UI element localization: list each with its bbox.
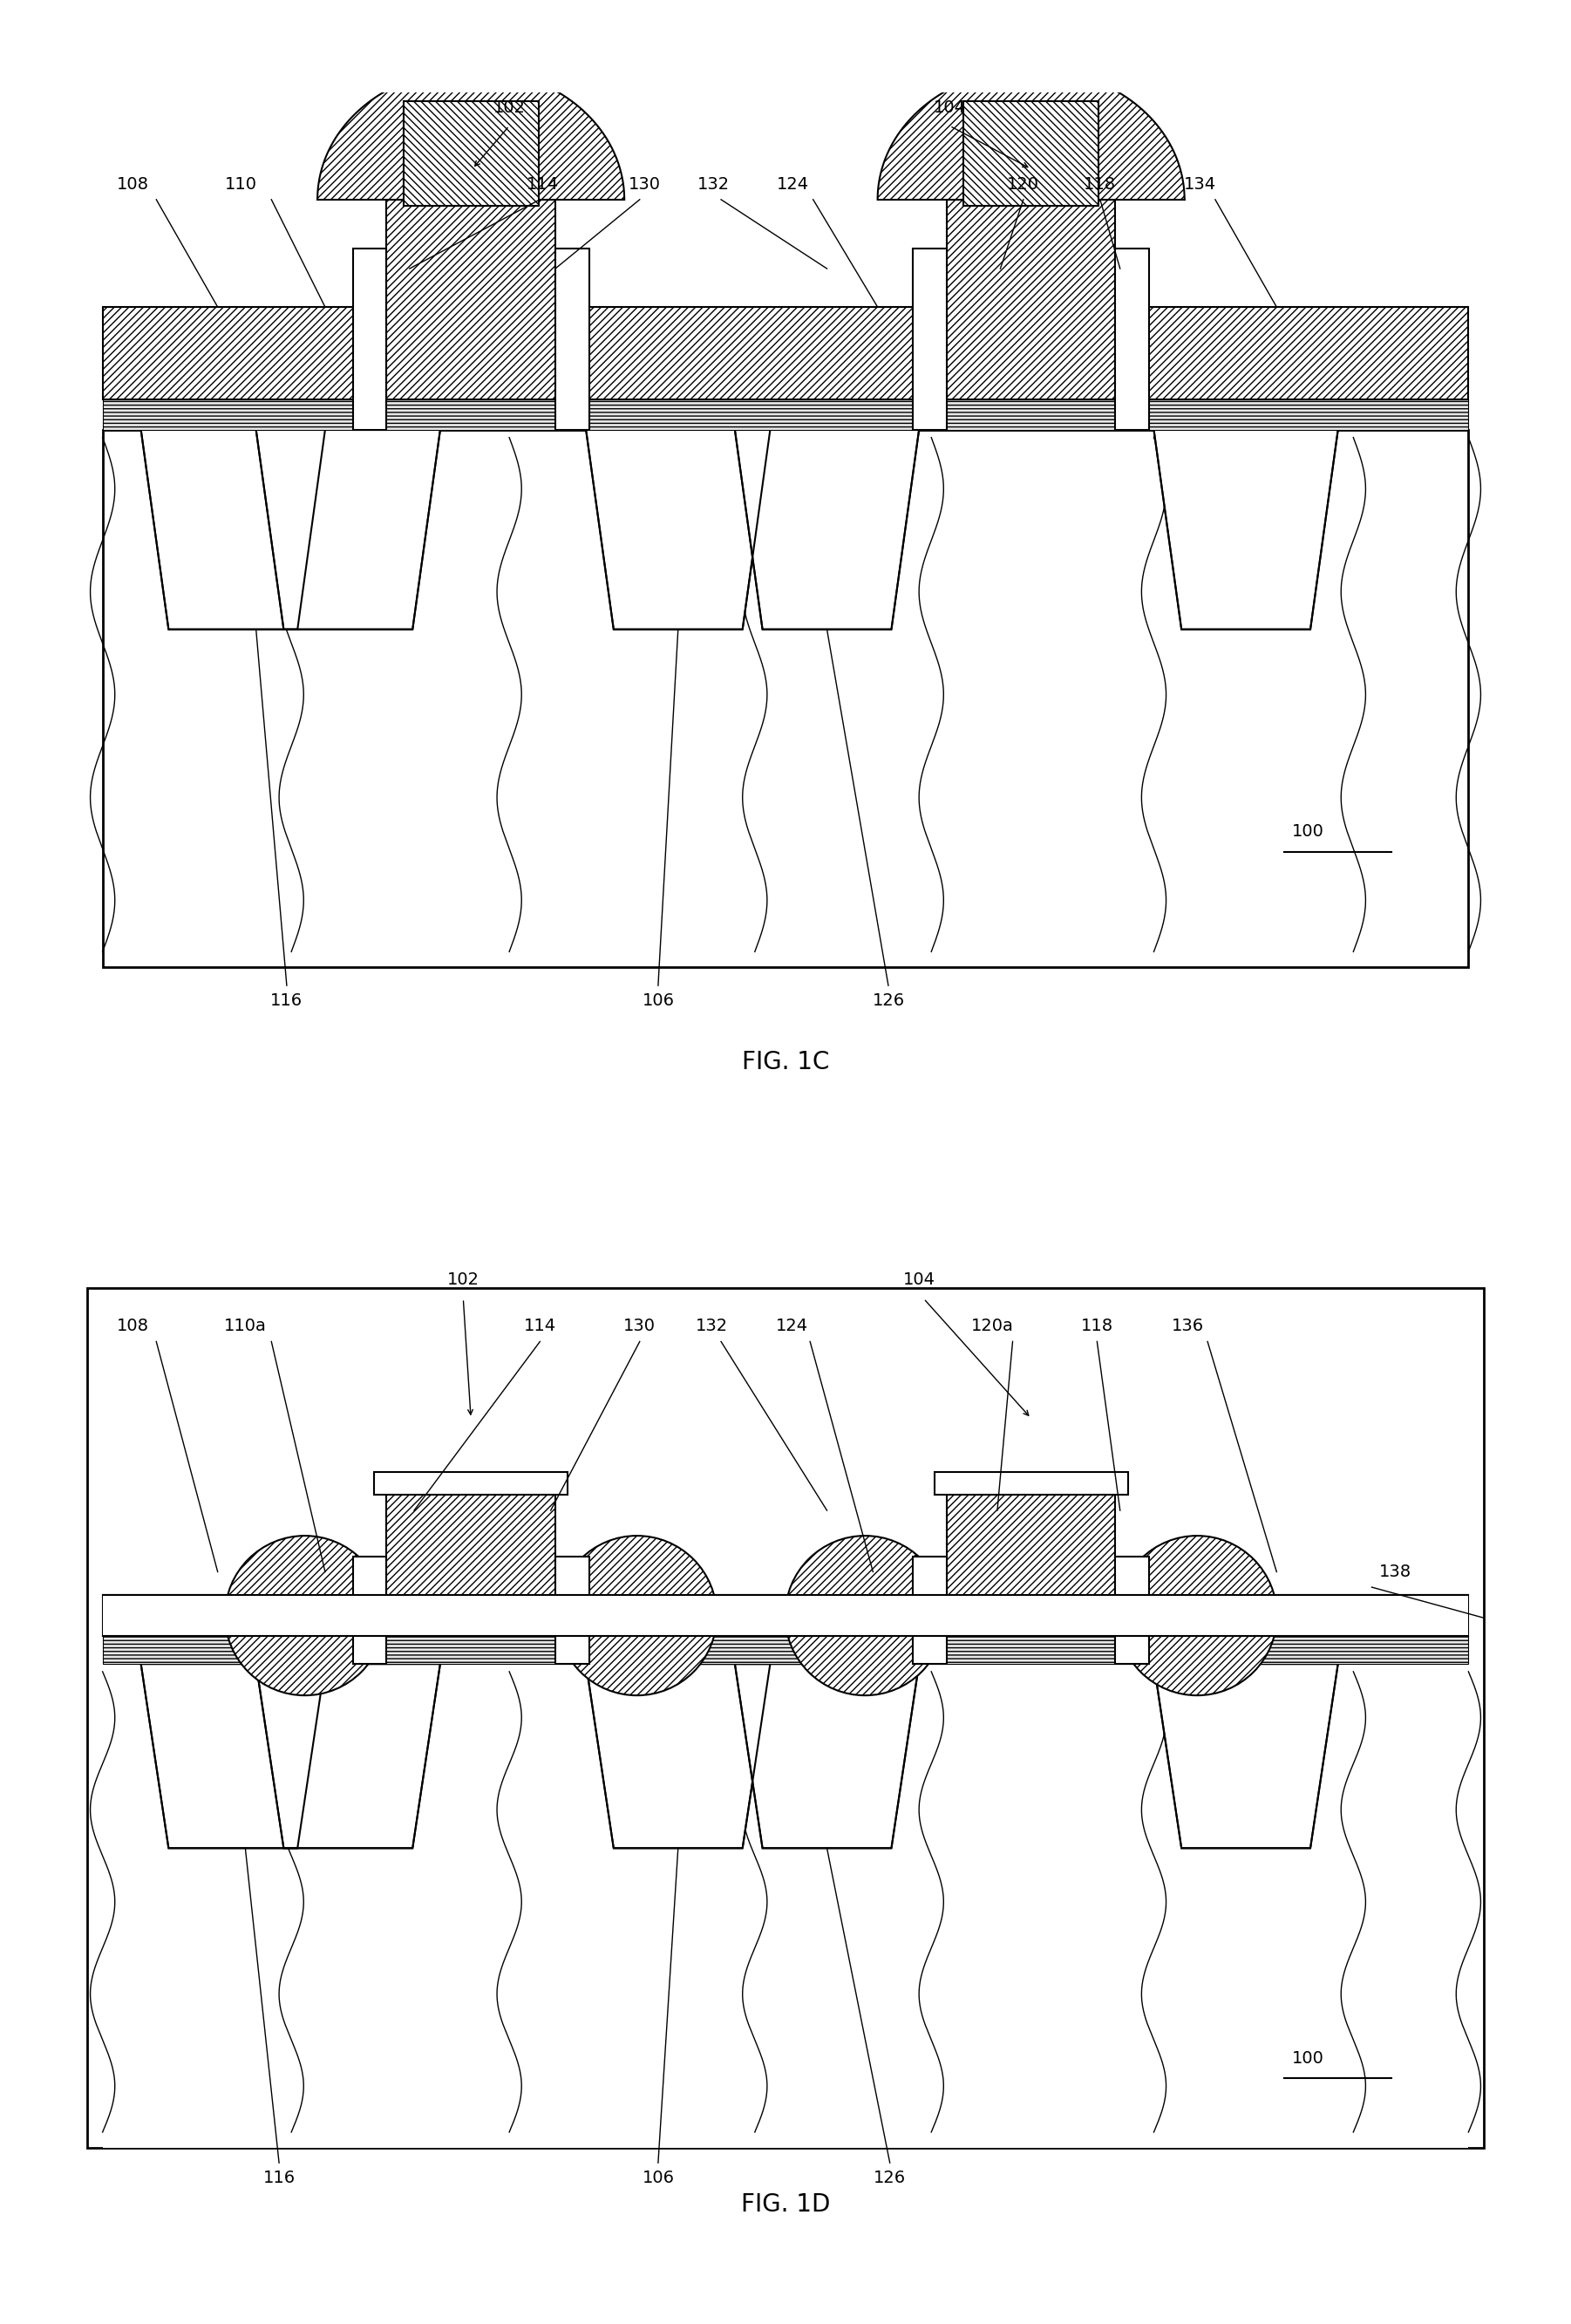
- Bar: [353, 249, 386, 430]
- Text: 106: 106: [643, 2171, 674, 2187]
- Polygon shape: [404, 102, 539, 200]
- Polygon shape: [963, 102, 1098, 200]
- Bar: [1115, 1557, 1150, 1664]
- Text: 132: 132: [696, 1318, 727, 1334]
- Circle shape: [786, 1536, 944, 1697]
- Bar: [88, 1287, 1483, 2147]
- Polygon shape: [586, 430, 770, 630]
- Polygon shape: [735, 1664, 919, 1848]
- Bar: [102, 430, 1469, 967]
- Text: 108: 108: [118, 177, 149, 193]
- Circle shape: [558, 1536, 716, 1697]
- Circle shape: [225, 1536, 385, 1697]
- Text: 116: 116: [270, 992, 303, 1009]
- Text: 104: 104: [903, 1271, 935, 1287]
- Bar: [386, 200, 555, 400]
- Bar: [404, 102, 539, 207]
- Bar: [947, 1494, 1115, 1636]
- Text: FIG. 1C: FIG. 1C: [742, 1050, 829, 1074]
- Polygon shape: [256, 430, 440, 630]
- Polygon shape: [878, 70, 1185, 200]
- Text: 100: 100: [1291, 2050, 1324, 2066]
- Text: 124: 124: [776, 1318, 807, 1334]
- Text: 104: 104: [933, 100, 966, 116]
- Polygon shape: [141, 1664, 325, 1848]
- Text: 108: 108: [118, 1318, 149, 1334]
- Text: 134: 134: [1183, 177, 1216, 193]
- Text: 124: 124: [778, 177, 809, 193]
- Text: 130: 130: [628, 177, 660, 193]
- Text: 102: 102: [448, 1271, 479, 1287]
- Bar: [102, 307, 1469, 400]
- Bar: [913, 249, 947, 430]
- Text: 138: 138: [1379, 1564, 1412, 1580]
- Text: 100: 100: [1291, 823, 1324, 839]
- Polygon shape: [1153, 1664, 1338, 1848]
- Text: 118: 118: [1081, 1318, 1114, 1334]
- Polygon shape: [735, 430, 919, 630]
- Text: 118: 118: [1084, 177, 1117, 193]
- Bar: [913, 1557, 947, 1664]
- Bar: [935, 1471, 1128, 1494]
- Bar: [555, 1557, 589, 1664]
- Bar: [102, 1594, 1469, 1636]
- Text: 116: 116: [262, 2171, 295, 2187]
- Circle shape: [1117, 1536, 1277, 1697]
- Bar: [374, 1471, 567, 1494]
- Text: 136: 136: [1172, 1318, 1203, 1334]
- Bar: [386, 1494, 555, 1636]
- Text: 126: 126: [873, 2171, 906, 2187]
- Polygon shape: [1153, 430, 1338, 630]
- Bar: [963, 102, 1098, 207]
- Text: FIG. 1D: FIG. 1D: [742, 2192, 829, 2217]
- Text: 102: 102: [493, 100, 525, 116]
- Text: 110a: 110a: [225, 1318, 267, 1334]
- Text: 114: 114: [523, 1318, 556, 1334]
- Bar: [947, 200, 1115, 400]
- Polygon shape: [586, 1664, 770, 1848]
- Bar: [102, 1636, 1469, 1664]
- Text: 130: 130: [624, 1318, 655, 1334]
- Polygon shape: [256, 1664, 440, 1848]
- Bar: [1115, 249, 1150, 430]
- Text: 120a: 120a: [971, 1318, 1013, 1334]
- Bar: [353, 1557, 386, 1664]
- Text: 114: 114: [526, 177, 559, 193]
- Polygon shape: [317, 70, 624, 200]
- Bar: [102, 400, 1469, 430]
- Text: 120: 120: [1007, 177, 1040, 193]
- Text: 132: 132: [698, 177, 729, 193]
- Text: 110: 110: [225, 177, 256, 193]
- Polygon shape: [141, 430, 325, 630]
- Bar: [102, 1594, 1469, 1636]
- Bar: [102, 1664, 1469, 2147]
- Bar: [555, 249, 589, 430]
- Text: 126: 126: [872, 992, 905, 1009]
- Text: 106: 106: [643, 992, 674, 1009]
